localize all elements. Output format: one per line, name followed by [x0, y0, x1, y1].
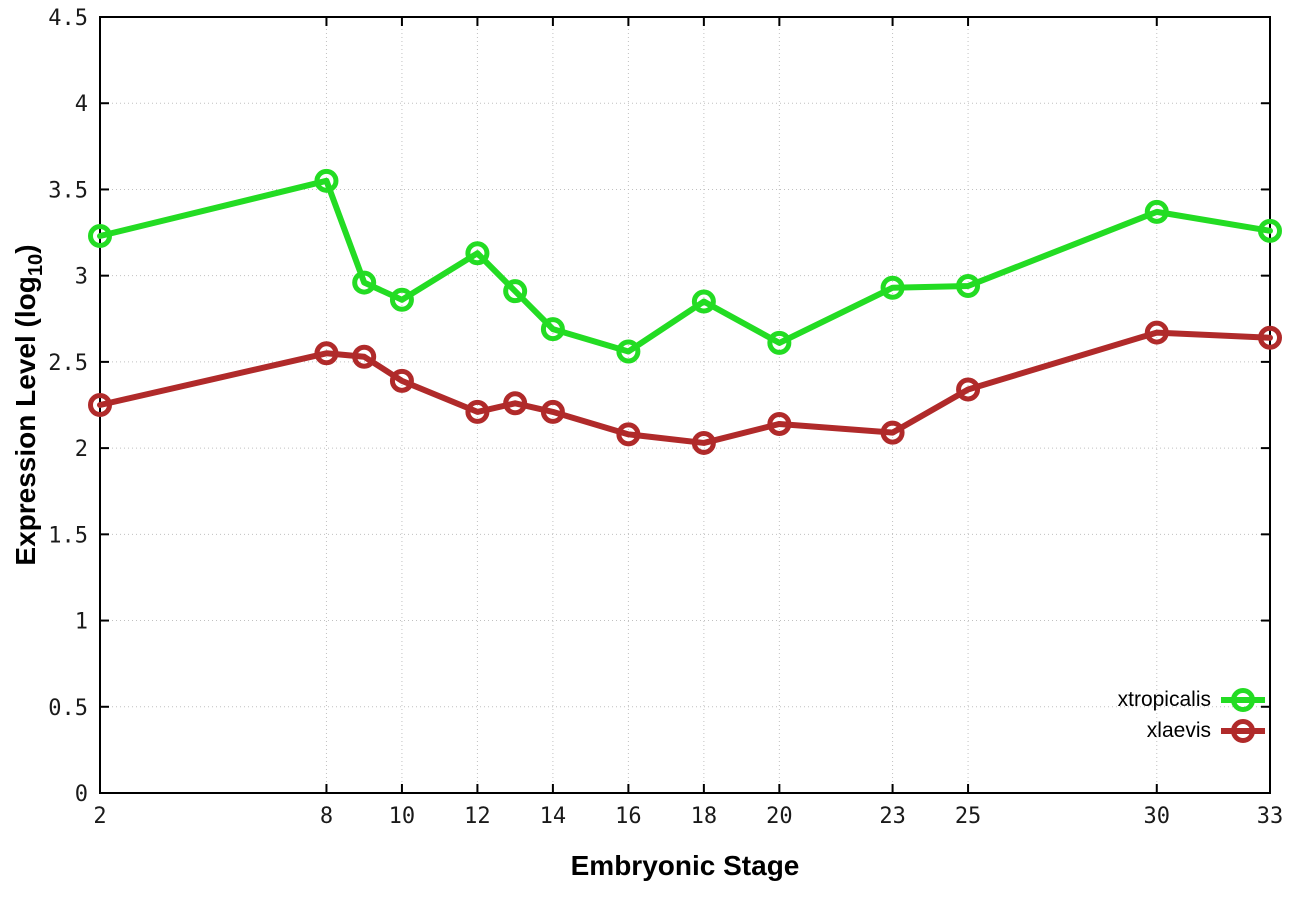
data-point-marker-xtropicalis	[540, 317, 565, 342]
legend-line-marker-icon	[1221, 718, 1265, 743]
legend-label: xlaevis	[1146, 718, 1211, 742]
data-point-marker-xtropicalis	[503, 279, 528, 304]
x-tick-label: 33	[1257, 804, 1284, 829]
legend-line-marker-icon	[1221, 687, 1265, 712]
data-point-marker-xtropicalis	[956, 274, 981, 299]
x-tick-label: 12	[464, 804, 491, 829]
y-tick-label: 3	[75, 265, 88, 290]
plot-border	[99, 16, 1271, 794]
data-point-marker-xtropicalis	[1144, 199, 1169, 224]
data-point-marker-xlaevis	[1144, 320, 1169, 345]
x-tick-label: 2	[93, 804, 106, 829]
y-axis-label-subscript: 10	[24, 253, 47, 277]
x-tick-label: 20	[766, 804, 793, 829]
data-point-marker-xtropicalis	[1258, 218, 1282, 243]
y-tick-label: 2	[75, 437, 88, 462]
x-tick-labels: 2 8 10 12 14 16 18 20 23 25 30 33	[93, 804, 1283, 829]
y-tick-label: 4.5	[48, 6, 88, 31]
data-point-marker-xlaevis	[691, 430, 716, 455]
legend-item: xlaevis	[1118, 715, 1266, 746]
data-point-marker-xtropicalis	[616, 339, 641, 364]
x-tick-label: 30	[1144, 804, 1171, 829]
y-axis-label: Expression Level (log10)	[10, 244, 48, 565]
data-point-marker-xtropicalis	[389, 287, 414, 312]
data-point-marker-xtropicalis	[88, 224, 112, 249]
x-tick-label: 10	[389, 804, 416, 829]
series-line-xtropicalis	[97, 177, 1273, 355]
data-point-marker-xlaevis	[465, 399, 490, 424]
series-line-xlaevis	[97, 329, 1273, 446]
y-tick-labels: 0 0.5 1 1.5 2 2.5 3 3.5 4 4.5	[48, 6, 88, 807]
y-tick-label: 0	[75, 782, 88, 807]
data-point-marker-xlaevis	[314, 341, 339, 366]
legend: xtropicalis xlaevis	[1118, 684, 1266, 746]
y-tick-label: 0.5	[48, 696, 88, 721]
x-tick-label: 23	[879, 804, 906, 829]
x-tick-label: 8	[320, 804, 333, 829]
data-point-marker-xtropicalis	[314, 168, 339, 193]
y-axis-label-end: )	[10, 244, 42, 254]
data-point-marker-xlaevis	[1258, 325, 1282, 350]
data-point-marker-xlaevis	[88, 393, 112, 417]
axis-ticks	[99, 16, 1271, 794]
data-point-marker-xlaevis	[503, 391, 528, 416]
series-xtropicalis	[88, 168, 1282, 364]
x-tick-label: 14	[540, 804, 567, 829]
gridlines	[99, 16, 1271, 794]
y-tick-label: 4	[75, 92, 88, 117]
data-point-marker-xtropicalis	[352, 270, 377, 295]
data-point-marker-xtropicalis	[880, 275, 905, 300]
data-point-marker-xtropicalis	[691, 289, 716, 314]
legend-item: xtropicalis	[1118, 684, 1266, 715]
y-tick-label: 1.5	[48, 523, 88, 548]
data-point-marker-xlaevis	[389, 368, 414, 393]
data-point-marker-xlaevis	[956, 377, 981, 402]
y-axis-label-main: Expression Level (log	[10, 276, 42, 566]
x-tick-label: 16	[615, 804, 642, 829]
data-point-marker-xlaevis	[616, 422, 641, 447]
data-point-marker-xlaevis	[767, 411, 792, 436]
y-tick-label: 1	[75, 610, 88, 635]
data-point-marker-xlaevis	[540, 399, 565, 424]
x-tick-label: 18	[691, 804, 718, 829]
data-point-marker-xlaevis	[352, 344, 377, 369]
y-tick-label: 3.5	[48, 178, 88, 203]
y-tick-label: 2.5	[48, 351, 88, 376]
data-point-marker-xtropicalis	[767, 330, 792, 355]
x-axis-label: Embryonic Stage	[570, 850, 800, 881]
x-tick-label: 25	[955, 804, 982, 829]
legend-label: xtropicalis	[1117, 687, 1211, 711]
series-xlaevis	[88, 320, 1282, 455]
data-point-marker-xlaevis	[880, 420, 905, 445]
data-point-marker-xtropicalis	[465, 241, 490, 266]
